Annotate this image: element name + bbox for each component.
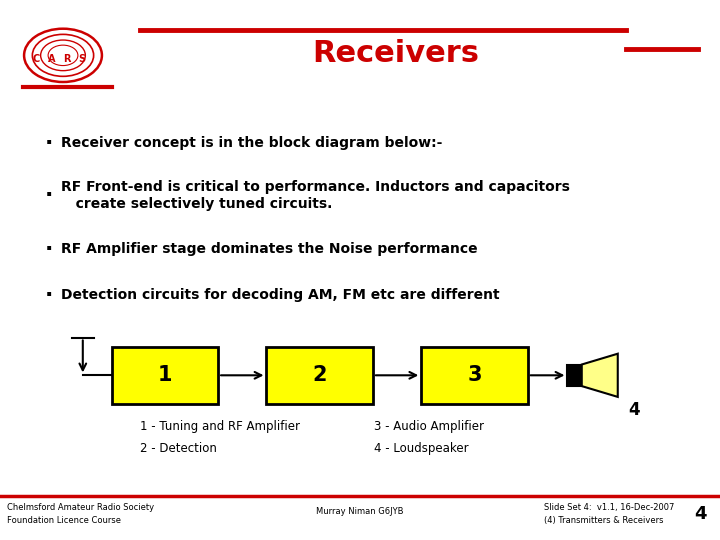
Text: Chelmsford Amateur Radio Society
Foundation Licence Course: Chelmsford Amateur Radio Society Foundat… <box>7 503 154 525</box>
Text: RF Front-end is critical to performance. Inductors and capacitors
   create sele: RF Front-end is critical to performance.… <box>61 180 570 211</box>
Text: Murray Niman G6JYB: Murray Niman G6JYB <box>316 507 404 516</box>
Text: ·: · <box>45 285 53 306</box>
Text: C: C <box>33 54 40 64</box>
Bar <box>112 347 218 404</box>
Text: Slide Set 4:  v1.1, 16-Dec-2007
(4) Transmitters & Receivers: Slide Set 4: v1.1, 16-Dec-2007 (4) Trans… <box>544 503 674 525</box>
Text: RF Amplifier stage dominates the Noise performance: RF Amplifier stage dominates the Noise p… <box>61 242 478 256</box>
Text: 1: 1 <box>158 365 172 386</box>
Text: 2 - Detection: 2 - Detection <box>140 442 217 455</box>
Text: S: S <box>78 54 86 64</box>
Text: 2: 2 <box>312 365 327 386</box>
Text: ·: · <box>45 239 53 260</box>
Text: A: A <box>48 54 55 64</box>
Bar <box>266 347 373 404</box>
Text: Detection circuits for decoding AM, FM etc are different: Detection circuits for decoding AM, FM e… <box>61 288 500 302</box>
Text: 1 - Tuning and RF Amplifier: 1 - Tuning and RF Amplifier <box>140 420 300 433</box>
Bar <box>421 347 528 404</box>
Polygon shape <box>582 354 618 397</box>
Text: 4 - Loudspeaker: 4 - Loudspeaker <box>374 442 469 455</box>
Text: Receivers: Receivers <box>312 39 480 69</box>
Text: 3 - Audio Amplifier: 3 - Audio Amplifier <box>374 420 485 433</box>
Text: ·: · <box>45 185 53 206</box>
Bar <box>567 364 582 386</box>
Text: R: R <box>63 54 71 64</box>
Text: Receiver concept is in the block diagram below:-: Receiver concept is in the block diagram… <box>61 136 443 150</box>
Text: ·: · <box>45 133 53 153</box>
Text: 4: 4 <box>629 401 640 419</box>
Text: 4: 4 <box>695 505 707 523</box>
Text: 3: 3 <box>467 365 482 386</box>
